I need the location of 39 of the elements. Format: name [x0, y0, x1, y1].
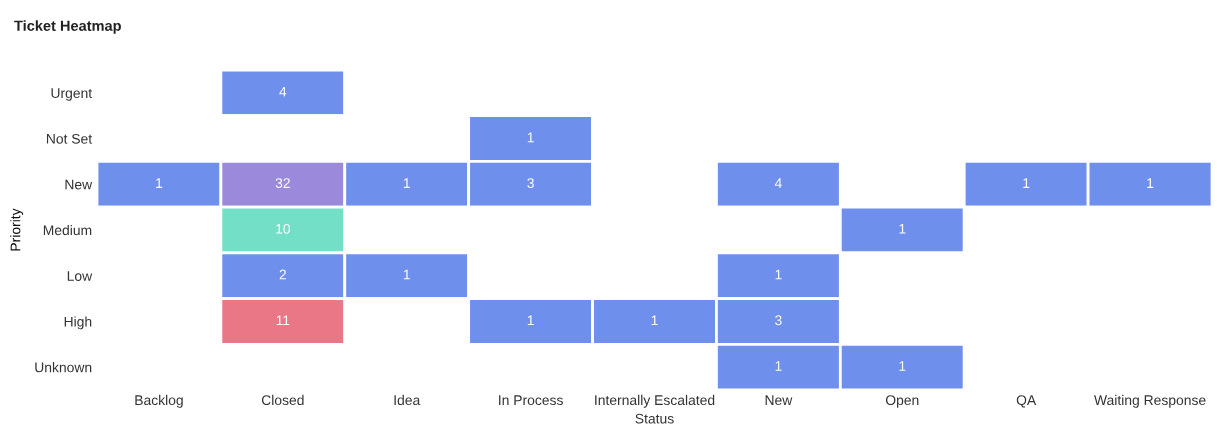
- y-tick-label: Medium: [43, 224, 92, 236]
- y-tick-label: New: [65, 179, 93, 190]
- y-tick-label: Unknown: [35, 362, 92, 373]
- x-tick-label: Closed: [261, 394, 304, 406]
- data-label: 1: [899, 361, 906, 371]
- data-label: 1: [1023, 178, 1030, 188]
- x-tick-label: Waiting Response: [1094, 394, 1206, 408]
- data-label: 1: [527, 315, 534, 326]
- data-label: 11: [276, 315, 290, 326]
- data-label: 1: [527, 132, 534, 143]
- data-label: 1: [775, 361, 782, 371]
- data-label: 32: [275, 178, 290, 189]
- x-tick-label: In Process: [499, 395, 563, 406]
- y-tick-label: Urgent: [51, 88, 93, 101]
- y-axis-title: Priority: [10, 208, 24, 251]
- data-label: 1: [899, 224, 906, 234]
- x-tick-label: Internally Escalated: [595, 394, 715, 408]
- data-label: 4: [279, 86, 287, 97]
- x-tick-label: Idea: [394, 394, 421, 406]
- data-label: 2: [279, 269, 286, 280]
- x-tick-label: New: [765, 395, 793, 406]
- data-label: 3: [527, 178, 534, 189]
- x-tick-label: QA: [1016, 395, 1037, 408]
- data-label: 1: [156, 178, 163, 188]
- chart-title: Ticket Heatmap: [14, 20, 121, 34]
- y-tick-label: High: [64, 316, 92, 330]
- data-label: 1: [775, 269, 782, 280]
- data-label: 1: [651, 315, 658, 326]
- data-label: 1: [403, 178, 410, 188]
- x-axis-title: Status: [635, 413, 674, 424]
- data-label: 3: [775, 315, 782, 326]
- data-label: 10: [276, 223, 291, 234]
- data-label: 4: [774, 178, 782, 188]
- y-tick-label: Low: [67, 271, 93, 281]
- x-tick-label: Backlog: [135, 394, 183, 408]
- data-label: 1: [403, 269, 410, 280]
- y-tick-label: Not Set: [46, 133, 93, 144]
- data-label: 1: [1147, 178, 1154, 188]
- x-tick-label: Open: [885, 395, 919, 408]
